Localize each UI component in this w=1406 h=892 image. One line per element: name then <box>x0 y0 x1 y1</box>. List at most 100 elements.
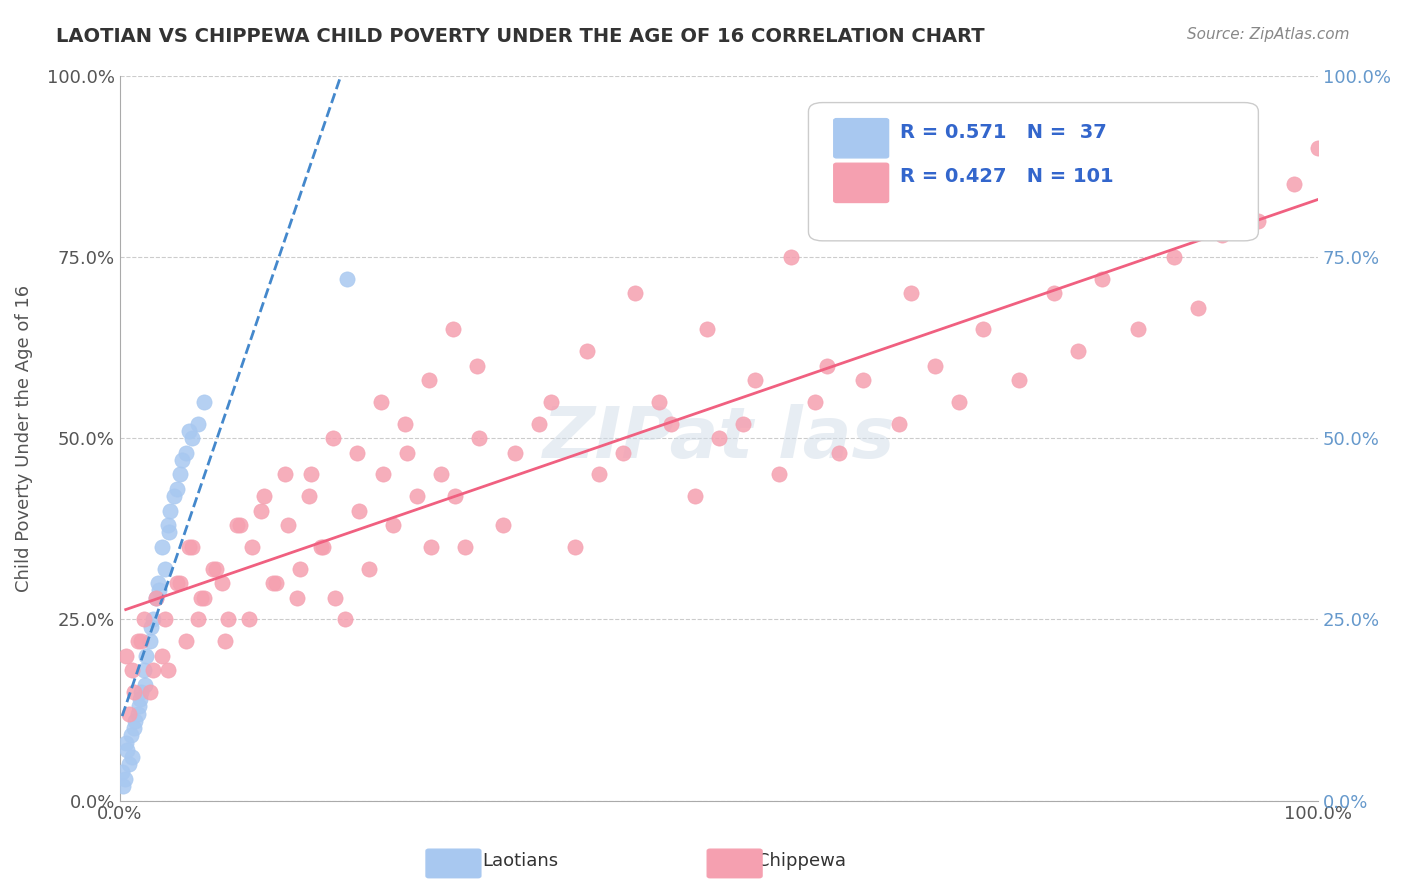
Point <box>135 648 157 663</box>
Point <box>118 706 141 721</box>
Point <box>179 540 201 554</box>
Point <box>731 417 754 431</box>
Point <box>1247 213 1270 227</box>
Point <box>322 431 344 445</box>
Point <box>349 503 371 517</box>
Point <box>948 394 970 409</box>
Point <box>900 286 922 301</box>
Point <box>217 612 239 626</box>
Point <box>114 736 136 750</box>
Point <box>250 503 273 517</box>
Point <box>214 634 236 648</box>
Point <box>131 634 153 648</box>
Text: Source: ZipAtlas.com: Source: ZipAtlas.com <box>1187 27 1350 42</box>
Point <box>112 779 135 793</box>
Point <box>406 489 429 503</box>
Point <box>972 322 994 336</box>
Point <box>707 431 730 445</box>
Point <box>211 576 233 591</box>
Point <box>454 540 477 554</box>
Point <box>503 445 526 459</box>
Text: ZIPat las: ZIPat las <box>543 403 896 473</box>
Point <box>155 561 177 575</box>
Point <box>156 663 179 677</box>
Point <box>1067 344 1090 359</box>
Point <box>142 663 165 677</box>
Point <box>122 685 145 699</box>
Point <box>444 489 467 503</box>
Point <box>430 467 453 482</box>
Point <box>370 394 392 409</box>
Point <box>659 417 682 431</box>
Point <box>124 714 146 728</box>
Point <box>357 561 380 575</box>
Point <box>122 721 145 735</box>
Point <box>226 518 249 533</box>
Point <box>187 612 209 626</box>
Point <box>163 489 186 503</box>
Point <box>159 503 181 517</box>
Point <box>155 612 177 626</box>
Point <box>333 612 356 626</box>
Point <box>132 663 155 677</box>
Point <box>138 634 160 648</box>
Point <box>150 648 173 663</box>
Point <box>325 591 347 605</box>
Point <box>169 467 191 482</box>
Point <box>228 518 250 533</box>
Point <box>779 250 801 264</box>
Point <box>252 489 274 503</box>
Point <box>312 540 335 554</box>
Point <box>139 619 162 633</box>
Point <box>887 417 910 431</box>
Point <box>145 591 167 605</box>
Text: LAOTIAN VS CHIPPEWA CHILD POVERTY UNDER THE AGE OF 16 CORRELATION CHART: LAOTIAN VS CHIPPEWA CHILD POVERTY UNDER … <box>56 27 984 45</box>
Point <box>768 467 790 482</box>
Point <box>298 489 321 503</box>
Point <box>624 286 647 301</box>
Point <box>540 394 562 409</box>
Point <box>128 699 150 714</box>
Point <box>121 750 143 764</box>
Point <box>468 431 491 445</box>
Point <box>127 634 149 648</box>
Point <box>1007 373 1029 387</box>
Point <box>418 373 440 387</box>
Point <box>138 685 160 699</box>
Point <box>127 706 149 721</box>
Point <box>683 489 706 503</box>
Point <box>588 467 610 482</box>
Point <box>174 634 197 648</box>
Point <box>564 540 586 554</box>
Point <box>174 445 197 459</box>
Point <box>527 417 550 431</box>
Point <box>1211 227 1233 242</box>
Point <box>121 663 143 677</box>
Point <box>1163 250 1185 264</box>
Point <box>309 540 332 554</box>
Point <box>492 518 515 533</box>
Point <box>382 518 405 533</box>
Point <box>336 271 359 285</box>
Point <box>114 772 136 786</box>
Point <box>262 576 284 591</box>
Point <box>180 540 202 554</box>
Point <box>240 540 263 554</box>
Point <box>274 467 297 482</box>
Point <box>157 525 180 540</box>
Point <box>264 576 287 591</box>
Point <box>394 417 416 431</box>
Point <box>373 467 395 482</box>
Point <box>301 467 323 482</box>
Point <box>166 576 188 591</box>
Text: Laotians: Laotians <box>482 852 558 870</box>
Point <box>180 431 202 445</box>
Point <box>146 576 169 591</box>
Point <box>396 445 419 459</box>
Point <box>828 445 851 459</box>
Point <box>346 445 368 459</box>
Point <box>202 561 225 575</box>
Point <box>1187 301 1209 315</box>
Point <box>804 394 827 409</box>
Point <box>852 373 875 387</box>
